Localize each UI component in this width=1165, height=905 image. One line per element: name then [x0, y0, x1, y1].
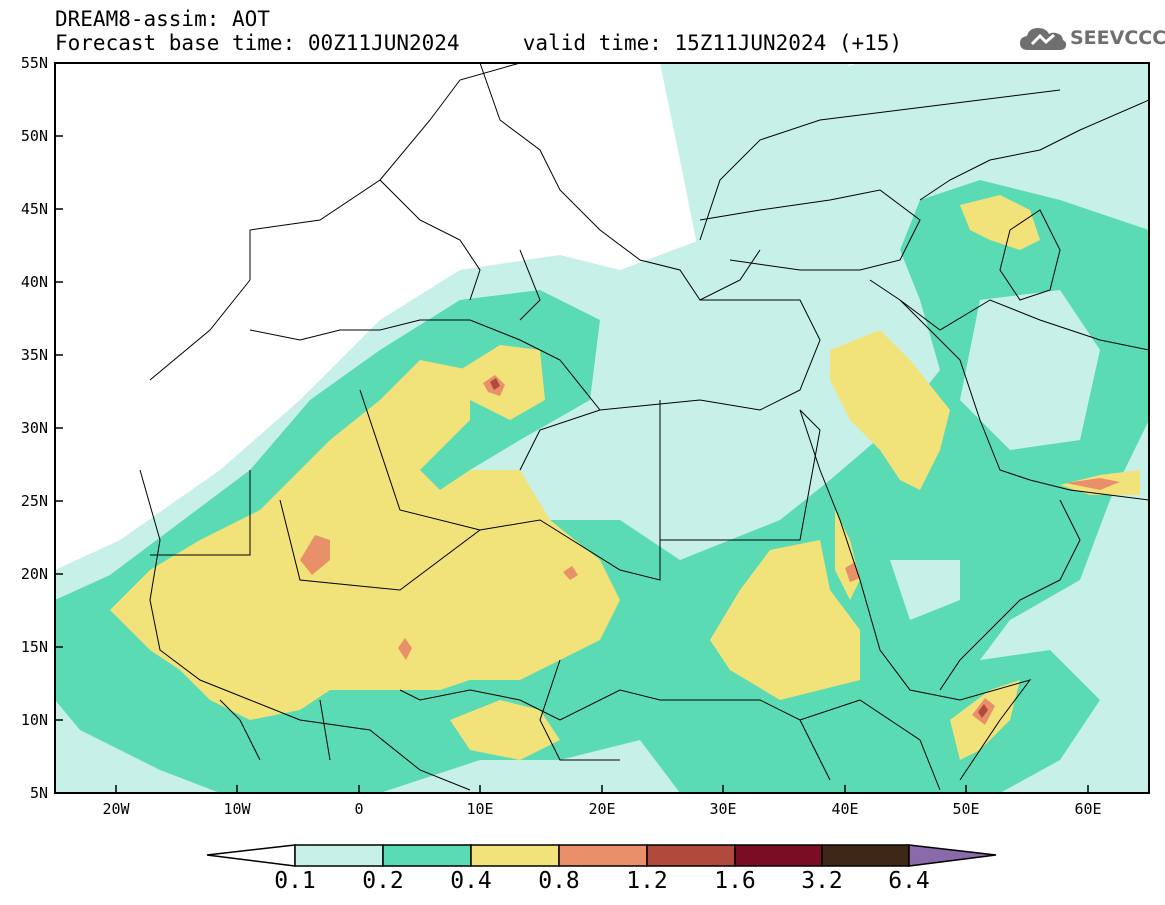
aot-contour-0.4-iraq: [830, 330, 950, 490]
map-title: DREAM8-assim: AOT: [55, 7, 270, 31]
lat-label-50n: 50N: [20, 127, 48, 145]
colorbar-label-1.6: 1.6: [714, 868, 756, 894]
lat-label-35n: 35N: [20, 346, 48, 364]
colorbar-swatch-0.2: [382, 844, 472, 867]
aot-contour-gap-libya: [590, 400, 760, 520]
lat-label-40n: 40N: [20, 273, 48, 291]
colorbar-label-6.4: 6.4: [888, 868, 930, 894]
lon-label-0: 0: [354, 800, 364, 818]
colorbar-swatch-3.2: [821, 844, 910, 867]
seevccc-logo: SEEVCCC: [1018, 24, 1165, 54]
colorbar-swatch-1.6: [734, 844, 823, 867]
coastlines: [139, 63, 1149, 791]
colorbar-label-0.1: 0.1: [274, 868, 316, 894]
colorbar-swatch-0.1: [294, 844, 384, 867]
colorbar-swatch-1.2: [646, 844, 736, 867]
lon-label-20e: 20E: [588, 800, 616, 818]
lat-label-55n: 55N: [20, 54, 48, 72]
axis-ticks: [55, 135, 1089, 793]
colorbar: [206, 844, 997, 867]
aot-contour-gap-arabia: [960, 290, 1100, 450]
lon-label-60e: 60E: [1074, 800, 1102, 818]
colorbar-label-3.2: 3.2: [801, 868, 843, 894]
colorbar-label-0.2: 0.2: [362, 868, 404, 894]
aot-contour-0.8-niger: [398, 638, 412, 660]
aot-contour-0.8-iran: [1066, 478, 1120, 490]
lat-label-45n: 45N: [20, 200, 48, 218]
colorbar-swatch-0.4: [470, 844, 560, 867]
lat-label-25n: 25N: [20, 492, 48, 510]
aot-contour-1.2-tunisia: [490, 378, 500, 390]
colorbar-label-0.4: 0.4: [450, 868, 492, 894]
lat-label-20n: 20N: [20, 565, 48, 583]
colorbar-swatch-0.8: [558, 844, 648, 867]
forecast-times: Forecast base time: 00Z11JUN2024 valid t…: [55, 31, 903, 55]
aot-contour-0.1-north: [660, 63, 850, 260]
lon-label-20w: 20W: [102, 800, 130, 818]
aot-contour-0.4-sahara: [110, 360, 620, 720]
logo-text: SEEVCCC: [1070, 27, 1165, 49]
aot-contour-0.8-libya: [563, 566, 578, 580]
lat-label-5n: 5N: [29, 784, 48, 802]
colorbar-min-arrow: [206, 844, 296, 867]
aot-contour-field: [55, 63, 1149, 793]
lat-label-30n: 30N: [20, 419, 48, 437]
lat-label-15n: 15N: [20, 638, 48, 656]
aot-contour-0.8-mali: [300, 535, 330, 575]
lat-label-10n: 10N: [20, 711, 48, 729]
lon-label-30e: 30E: [709, 800, 737, 818]
aot-contour-0.4-chad: [450, 700, 560, 760]
aot-contour-0.4-caspian: [960, 195, 1040, 250]
lon-label-50e: 50E: [952, 800, 980, 818]
colorbar-label-0.8: 0.8: [538, 868, 580, 894]
lon-label-40e: 40E: [831, 800, 859, 818]
aot-contour-0.4-sudan: [710, 540, 860, 700]
aot-contour-0.8-eritrea: [845, 562, 860, 582]
aot-contour-gap-yemen: [890, 560, 960, 620]
aot-contour-1.2-somalia: [978, 704, 988, 718]
cloud-icon: [1020, 28, 1067, 50]
lon-label-10e: 10E: [466, 800, 494, 818]
lon-label-10w: 10W: [223, 800, 251, 818]
colorbar-label-1.2: 1.2: [626, 868, 668, 894]
colorbar-max-arrow: [908, 844, 997, 867]
